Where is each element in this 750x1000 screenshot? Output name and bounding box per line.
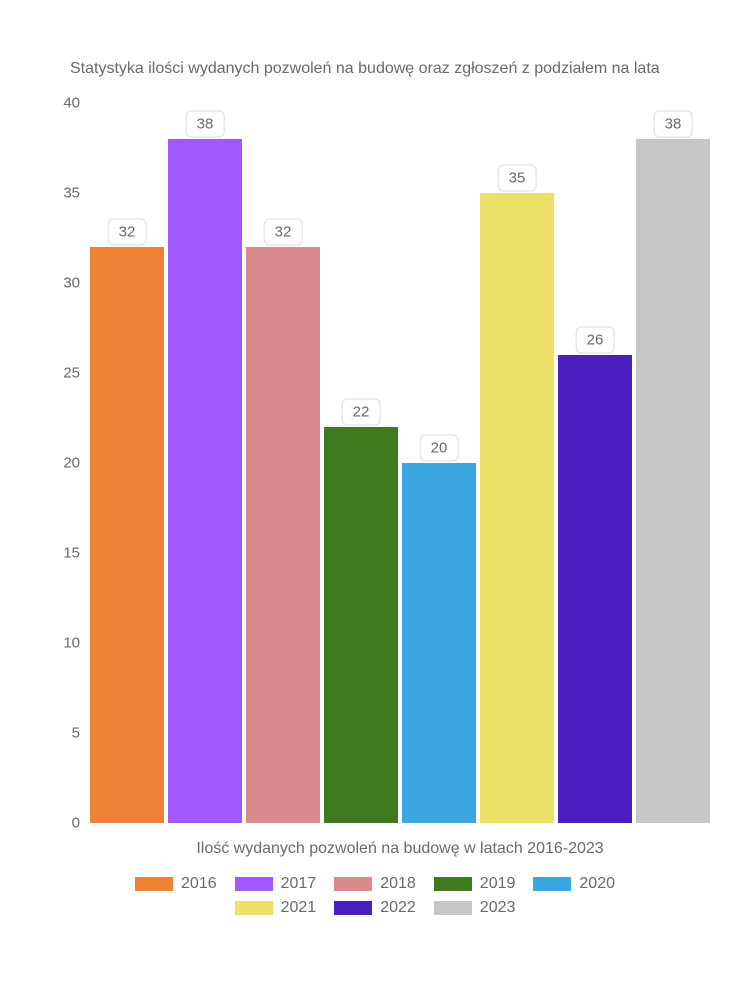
legend-swatch — [434, 901, 472, 915]
y-tick: 40 — [40, 95, 80, 112]
bar: 35 — [480, 193, 554, 823]
y-tick: 20 — [40, 455, 80, 472]
bar-2019: 22 — [324, 103, 398, 823]
legend-item-2021: 2021 — [235, 899, 317, 917]
bar-value-label: 20 — [420, 435, 459, 462]
legend-label: 2020 — [579, 875, 615, 893]
legend-item-2023: 2023 — [434, 899, 516, 917]
bar: 38 — [168, 139, 242, 823]
bar: 32 — [246, 247, 320, 823]
chart-container: Statystyka ilości wydanych pozwoleń na b… — [0, 0, 750, 1000]
bar-2020: 20 — [402, 103, 476, 823]
legend-swatch — [334, 901, 372, 915]
legend-item-2018: 2018 — [334, 875, 416, 893]
bar-value-label: 26 — [576, 327, 615, 354]
bar-2022: 26 — [558, 103, 632, 823]
y-tick: 35 — [40, 185, 80, 202]
bar-value-label: 22 — [342, 399, 381, 426]
legend-swatch — [334, 877, 372, 891]
x-axis-label: Ilość wydanych pozwoleń na budowę w lata… — [90, 840, 710, 858]
y-tick: 5 — [40, 725, 80, 742]
bar-value-label: 38 — [186, 111, 225, 138]
legend-label: 2022 — [380, 899, 416, 917]
legend-item-2017: 2017 — [235, 875, 317, 893]
chart-title: Statystyka ilości wydanych pozwoleń na b… — [70, 60, 720, 78]
legend: 2016 2017 2018 2019 2020 2021 2022 2023 — [30, 875, 720, 917]
legend-label: 2017 — [281, 875, 317, 893]
y-tick: 15 — [40, 545, 80, 562]
legend-item-2022: 2022 — [334, 899, 416, 917]
legend-label: 2016 — [181, 875, 217, 893]
legend-label: 2018 — [380, 875, 416, 893]
legend-swatch — [135, 877, 173, 891]
legend-label: 2021 — [281, 899, 317, 917]
bars-area: 3238322220352638 — [90, 103, 710, 823]
y-tick: 10 — [40, 635, 80, 652]
bar-value-label: 35 — [498, 165, 537, 192]
legend-label: 2019 — [480, 875, 516, 893]
y-tick: 0 — [40, 815, 80, 832]
bar-value-label: 32 — [108, 219, 147, 246]
bar: 38 — [636, 139, 710, 823]
y-axis: 0510152025303540 — [40, 103, 80, 823]
legend-swatch — [235, 901, 273, 915]
legend-swatch — [235, 877, 273, 891]
bar: 26 — [558, 355, 632, 823]
legend-swatch — [434, 877, 472, 891]
legend-item-2016: 2016 — [135, 875, 217, 893]
bar-2018: 32 — [246, 103, 320, 823]
legend-label: 2023 — [480, 899, 516, 917]
bar-value-label: 32 — [264, 219, 303, 246]
bar: 32 — [90, 247, 164, 823]
plot-area: 0510152025303540 3238322220352638 Ilość … — [90, 103, 710, 863]
legend-item-2020: 2020 — [533, 875, 615, 893]
legend-item-2019: 2019 — [434, 875, 516, 893]
bar-2023: 38 — [636, 103, 710, 823]
bar-2021: 35 — [480, 103, 554, 823]
bar: 22 — [324, 427, 398, 823]
bar: 20 — [402, 463, 476, 823]
bar-value-label: 38 — [654, 111, 693, 138]
y-tick: 25 — [40, 365, 80, 382]
bar-2017: 38 — [168, 103, 242, 823]
legend-swatch — [533, 877, 571, 891]
y-tick: 30 — [40, 275, 80, 292]
bar-2016: 32 — [90, 103, 164, 823]
